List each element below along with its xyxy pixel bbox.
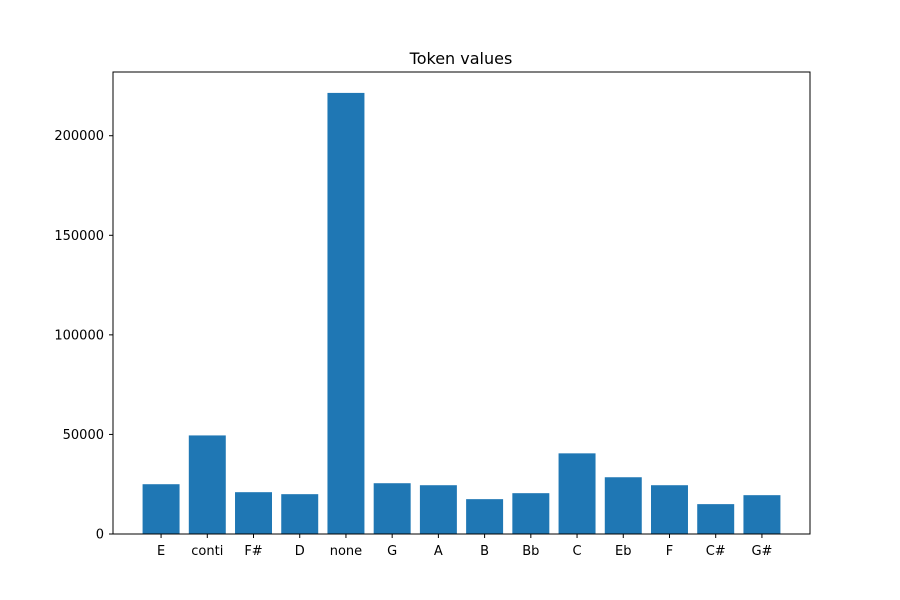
y-tick-label: 50000 <box>63 428 104 443</box>
x-tick-label: C <box>573 544 582 559</box>
x-tick-label: B <box>480 544 489 559</box>
x-tick-label: C# <box>706 544 726 559</box>
bar-G <box>373 483 411 534</box>
bar-D <box>281 494 319 534</box>
bar-G# <box>743 495 781 534</box>
x-tick-label: Eb <box>615 544 631 559</box>
x-tick-label: A <box>434 544 443 559</box>
y-tick-label: 200000 <box>54 129 104 144</box>
y-tick-label: 150000 <box>54 229 104 244</box>
chart-title: Token values <box>409 49 513 68</box>
bar-F# <box>235 492 272 534</box>
x-tick-label: F# <box>244 544 262 559</box>
bar-B <box>466 499 504 534</box>
x-tick-label: conti <box>191 544 223 559</box>
x-tick-label: G# <box>751 544 772 559</box>
x-tick-label: D <box>295 544 305 559</box>
x-tick-label: F <box>666 544 673 559</box>
bar-A <box>419 485 457 534</box>
plot-frame <box>112 71 811 535</box>
bar-Bb <box>512 493 550 534</box>
bar-conti <box>188 435 226 534</box>
bar-E <box>142 484 180 534</box>
bar-none <box>327 92 365 534</box>
bar-C# <box>697 504 735 534</box>
y-tick-label: 100000 <box>54 328 104 343</box>
bar-F <box>651 485 688 534</box>
x-tick-label: G <box>387 544 397 559</box>
bar-C <box>558 453 596 534</box>
x-tick-label: E <box>157 544 165 559</box>
bars-layer <box>142 92 781 534</box>
bar-Eb <box>604 477 642 534</box>
y-axis: 0 50000 100000 150000 200000 <box>54 129 113 543</box>
y-tick-label: 0 <box>96 528 104 543</box>
x-tick-label: Bb <box>522 544 539 559</box>
x-tick-label: none <box>330 544 362 559</box>
